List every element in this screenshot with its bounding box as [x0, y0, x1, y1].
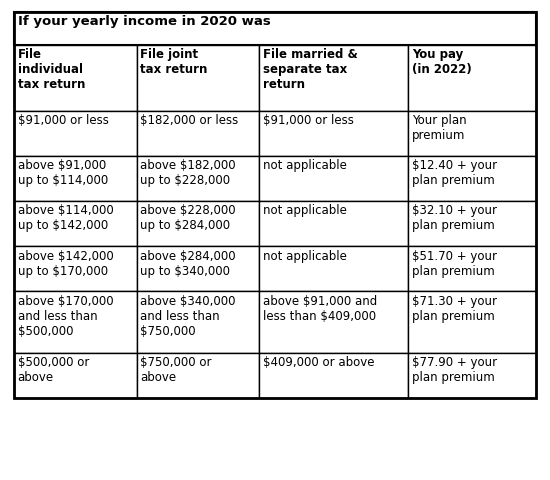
- Bar: [408, 353, 536, 398]
- Text: $32.10 + your
plan premium: $32.10 + your plan premium: [412, 204, 497, 232]
- Text: not applicable: not applicable: [263, 159, 347, 172]
- Text: above $340,000
and less than
$750,000: above $340,000 and less than $750,000: [140, 295, 236, 338]
- Text: $91,000 or less: $91,000 or less: [263, 114, 354, 127]
- Bar: [259, 291, 408, 353]
- Bar: [14, 111, 136, 156]
- Text: above $284,000
up to $340,000: above $284,000 up to $340,000: [140, 250, 236, 277]
- Bar: [408, 246, 536, 291]
- Bar: [408, 45, 536, 111]
- Text: above $91,000 and
less than $409,000: above $91,000 and less than $409,000: [263, 295, 377, 323]
- Bar: [136, 111, 259, 156]
- Text: $51.70 + your
plan premium: $51.70 + your plan premium: [412, 250, 497, 277]
- Bar: [259, 45, 408, 111]
- Bar: [14, 246, 136, 291]
- Bar: [408, 291, 536, 353]
- Text: above $114,000
up to $142,000: above $114,000 up to $142,000: [18, 204, 113, 232]
- Bar: [136, 45, 259, 111]
- Text: File
individual
tax return: File individual tax return: [18, 48, 85, 91]
- Text: $91,000 or less: $91,000 or less: [18, 114, 108, 127]
- Bar: [14, 291, 136, 353]
- Text: $12.40 + your
plan premium: $12.40 + your plan premium: [412, 159, 497, 187]
- Text: File married &
separate tax
return: File married & separate tax return: [263, 48, 358, 91]
- Bar: [136, 156, 259, 201]
- Bar: [14, 12, 536, 398]
- Bar: [136, 291, 259, 353]
- Bar: [136, 201, 259, 246]
- Bar: [14, 353, 136, 398]
- Text: Your plan
premium: Your plan premium: [412, 114, 467, 142]
- Text: You pay
(in 2022): You pay (in 2022): [412, 48, 472, 76]
- Text: above $170,000
and less than
$500,000: above $170,000 and less than $500,000: [18, 295, 113, 338]
- Bar: [259, 353, 408, 398]
- Text: $77.90 + your
plan premium: $77.90 + your plan premium: [412, 356, 497, 384]
- Bar: [259, 156, 408, 201]
- Bar: [408, 201, 536, 246]
- Bar: [259, 201, 408, 246]
- Text: If your yearly income in 2020 was: If your yearly income in 2020 was: [18, 15, 271, 28]
- Text: File joint
tax return: File joint tax return: [140, 48, 208, 76]
- Text: $750,000 or
above: $750,000 or above: [140, 356, 212, 384]
- Bar: [14, 201, 136, 246]
- Bar: [259, 111, 408, 156]
- Bar: [14, 12, 536, 45]
- Bar: [14, 156, 136, 201]
- Text: $182,000 or less: $182,000 or less: [140, 114, 239, 127]
- Text: above $228,000
up to $284,000: above $228,000 up to $284,000: [140, 204, 236, 232]
- Bar: [408, 111, 536, 156]
- Bar: [259, 246, 408, 291]
- Bar: [14, 45, 136, 111]
- Bar: [136, 353, 259, 398]
- Bar: [136, 246, 259, 291]
- Text: not applicable: not applicable: [263, 250, 347, 263]
- Text: $500,000 or
above: $500,000 or above: [18, 356, 89, 384]
- Text: above $182,000
up to $228,000: above $182,000 up to $228,000: [140, 159, 236, 187]
- Text: not applicable: not applicable: [263, 204, 347, 217]
- Text: above $142,000
up to $170,000: above $142,000 up to $170,000: [18, 250, 113, 277]
- Text: $409,000 or above: $409,000 or above: [263, 356, 375, 369]
- Text: $71.30 + your
plan premium: $71.30 + your plan premium: [412, 295, 497, 323]
- Text: above $91,000
up to $114,000: above $91,000 up to $114,000: [18, 159, 108, 187]
- Bar: [408, 156, 536, 201]
